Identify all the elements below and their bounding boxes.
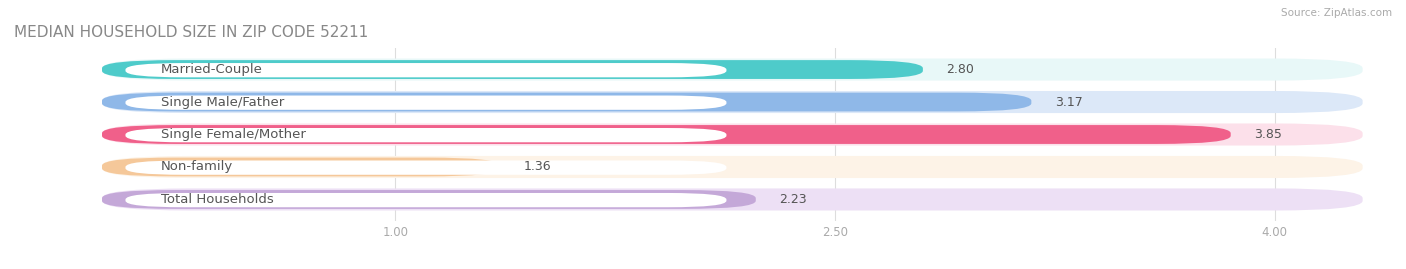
FancyBboxPatch shape [125, 161, 727, 175]
FancyBboxPatch shape [103, 125, 1230, 144]
FancyBboxPatch shape [125, 128, 727, 142]
Text: Single Male/Father: Single Male/Father [160, 95, 284, 108]
FancyBboxPatch shape [125, 193, 727, 207]
Text: Single Female/Mother: Single Female/Mother [160, 128, 305, 141]
Text: Total Households: Total Households [160, 193, 273, 206]
Text: Source: ZipAtlas.com: Source: ZipAtlas.com [1281, 8, 1392, 18]
Text: MEDIAN HOUSEHOLD SIZE IN ZIP CODE 52211: MEDIAN HOUSEHOLD SIZE IN ZIP CODE 52211 [14, 25, 368, 40]
FancyBboxPatch shape [103, 188, 1362, 211]
Text: 2.23: 2.23 [779, 193, 807, 206]
Text: 3.85: 3.85 [1254, 128, 1282, 141]
FancyBboxPatch shape [103, 93, 1032, 111]
FancyBboxPatch shape [103, 190, 756, 209]
FancyBboxPatch shape [103, 91, 1362, 113]
Text: Non-family: Non-family [160, 161, 233, 174]
Text: Married-Couple: Married-Couple [160, 63, 263, 76]
FancyBboxPatch shape [103, 158, 501, 176]
FancyBboxPatch shape [125, 95, 727, 110]
FancyBboxPatch shape [103, 58, 1362, 81]
FancyBboxPatch shape [125, 63, 727, 77]
Text: 1.36: 1.36 [524, 161, 551, 174]
Text: 3.17: 3.17 [1054, 95, 1083, 108]
FancyBboxPatch shape [103, 60, 922, 79]
FancyBboxPatch shape [103, 123, 1362, 146]
FancyBboxPatch shape [103, 156, 1362, 178]
Text: 2.80: 2.80 [946, 63, 974, 76]
